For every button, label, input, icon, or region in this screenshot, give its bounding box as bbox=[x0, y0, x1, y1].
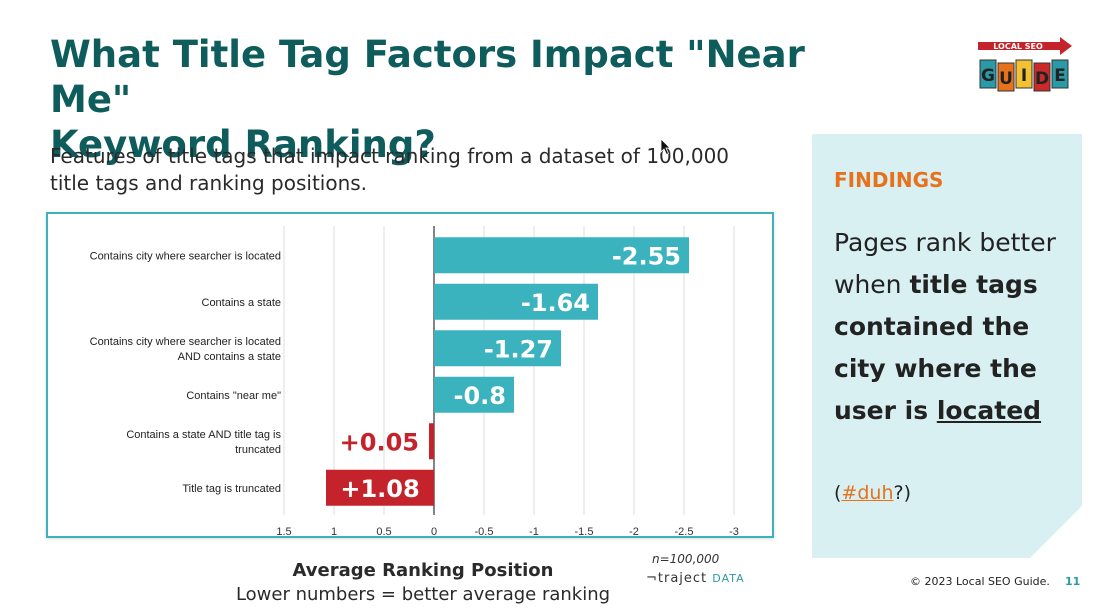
slide-title: What Title Tag Factors Impact "Near Me" … bbox=[50, 32, 870, 167]
findings-hashtag-line: (#duh?) bbox=[834, 482, 911, 504]
x-tick-label: 0 bbox=[431, 526, 437, 536]
hashtag-open: ( bbox=[834, 482, 842, 504]
logo-letter-tile bbox=[1015, 59, 1033, 89]
x-tick-label: 0.5 bbox=[376, 526, 391, 536]
logo-letter: G bbox=[981, 66, 995, 86]
logo-letter-tile bbox=[1051, 59, 1069, 89]
slide-subtitle: Features of title tags that impact ranki… bbox=[50, 143, 780, 197]
logo-letter-tile bbox=[979, 59, 997, 89]
findings-text: Pages rank better when title tags contai… bbox=[834, 222, 1074, 432]
page-number: 11 bbox=[1065, 575, 1081, 588]
bar bbox=[434, 330, 561, 367]
bar bbox=[434, 283, 598, 320]
x-tick-label: -0.5 bbox=[475, 526, 494, 536]
subtitle-line-1: Features of title tags that impact ranki… bbox=[50, 144, 730, 168]
subtitle-line-2: title tags and ranking positions. bbox=[50, 171, 368, 195]
logo-letter: I bbox=[1021, 66, 1027, 86]
findings-panel: FINDINGS Pages rank better when title ta… bbox=[812, 134, 1082, 558]
x-tick-label: -1 bbox=[529, 526, 539, 536]
bar bbox=[434, 237, 689, 274]
bar-value-label: -1.64 bbox=[521, 289, 590, 317]
x-tick-label: 1 bbox=[331, 526, 337, 536]
bar-value-label: -0.8 bbox=[454, 382, 506, 410]
findings-text-bold: title tags contained the city where the … bbox=[834, 270, 1038, 425]
category-label: Contains city where searcher is located A… bbox=[90, 336, 281, 363]
logo-letter: D bbox=[1035, 69, 1049, 89]
sample-size-label: n=100,000 bbox=[652, 552, 720, 566]
x-tick-label: -2 bbox=[629, 526, 639, 536]
x-tick-label: 1.5 bbox=[276, 526, 291, 536]
traject-data-logo: ¬traject DATA bbox=[646, 571, 745, 586]
logo-letter-tile bbox=[1033, 62, 1051, 92]
hashtag-close: ?) bbox=[893, 482, 912, 504]
logo-top-text: LOCAL SEO bbox=[993, 42, 1043, 51]
slide-title-line-1: What Title Tag Factors Impact "Near Me" bbox=[50, 33, 805, 121]
bar bbox=[429, 423, 434, 460]
category-label: Contains a state AND title tag is truncat… bbox=[126, 429, 281, 456]
slide-title-line-2: Keyword Ranking? bbox=[50, 123, 436, 166]
brand-prefix: ¬traject bbox=[646, 571, 708, 586]
category-label: Contains city where searcher is located bbox=[90, 250, 281, 262]
category-label: Contains "near me" bbox=[186, 390, 281, 402]
logo-letter-tile bbox=[997, 62, 1015, 92]
x-axis-subtitle: Lower numbers = better average ranking bbox=[235, 584, 611, 605]
bar bbox=[434, 376, 514, 413]
x-tick-label: -3 bbox=[729, 526, 739, 536]
x-tick-label: -1.5 bbox=[575, 526, 594, 536]
category-label: Title tag is truncated bbox=[182, 483, 281, 495]
bar-value-label: +1.08 bbox=[340, 475, 419, 503]
category-label: Contains a state bbox=[202, 297, 282, 309]
bar-value-label: -1.27 bbox=[484, 335, 553, 363]
copyright-footer: © 2023 Local SEO Guide. bbox=[910, 575, 1050, 588]
page-curl-corner bbox=[1030, 506, 1082, 558]
bar bbox=[326, 469, 434, 506]
bar-value-label: -2.55 bbox=[612, 242, 681, 270]
chart-container: 1.5 1 0.5 0 -0.5 -1 -1.5 -2 -2.5 -3 Contains city … bbox=[46, 212, 774, 538]
x-axis-title: Average Ranking Position bbox=[292, 560, 554, 581]
x-tick-label: -2.5 bbox=[675, 526, 694, 536]
findings-text-underlined: located bbox=[936, 396, 1042, 425]
logo-letter: U bbox=[999, 69, 1013, 89]
findings-heading: FINDINGS bbox=[834, 168, 944, 192]
findings-text-plain: Pages rank better when bbox=[834, 228, 1056, 299]
mouse-cursor-icon bbox=[660, 138, 671, 156]
bar-chart: 1.5 1 0.5 0 -0.5 -1 -1.5 -2 -2.5 -3 Contains city … bbox=[90, 226, 739, 536]
brand-suffix: DATA bbox=[712, 572, 745, 585]
logo-letter: E bbox=[1054, 66, 1066, 86]
hashtag-link[interactable]: #duh bbox=[841, 482, 894, 504]
bar-value-label: +0.05 bbox=[340, 428, 419, 456]
